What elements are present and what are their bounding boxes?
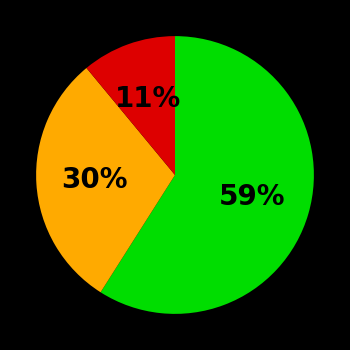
Wedge shape bbox=[36, 68, 175, 292]
Text: 59%: 59% bbox=[219, 183, 286, 211]
Text: 30%: 30% bbox=[61, 166, 128, 194]
Text: 11%: 11% bbox=[114, 85, 181, 113]
Wedge shape bbox=[86, 36, 175, 175]
Wedge shape bbox=[100, 36, 314, 314]
